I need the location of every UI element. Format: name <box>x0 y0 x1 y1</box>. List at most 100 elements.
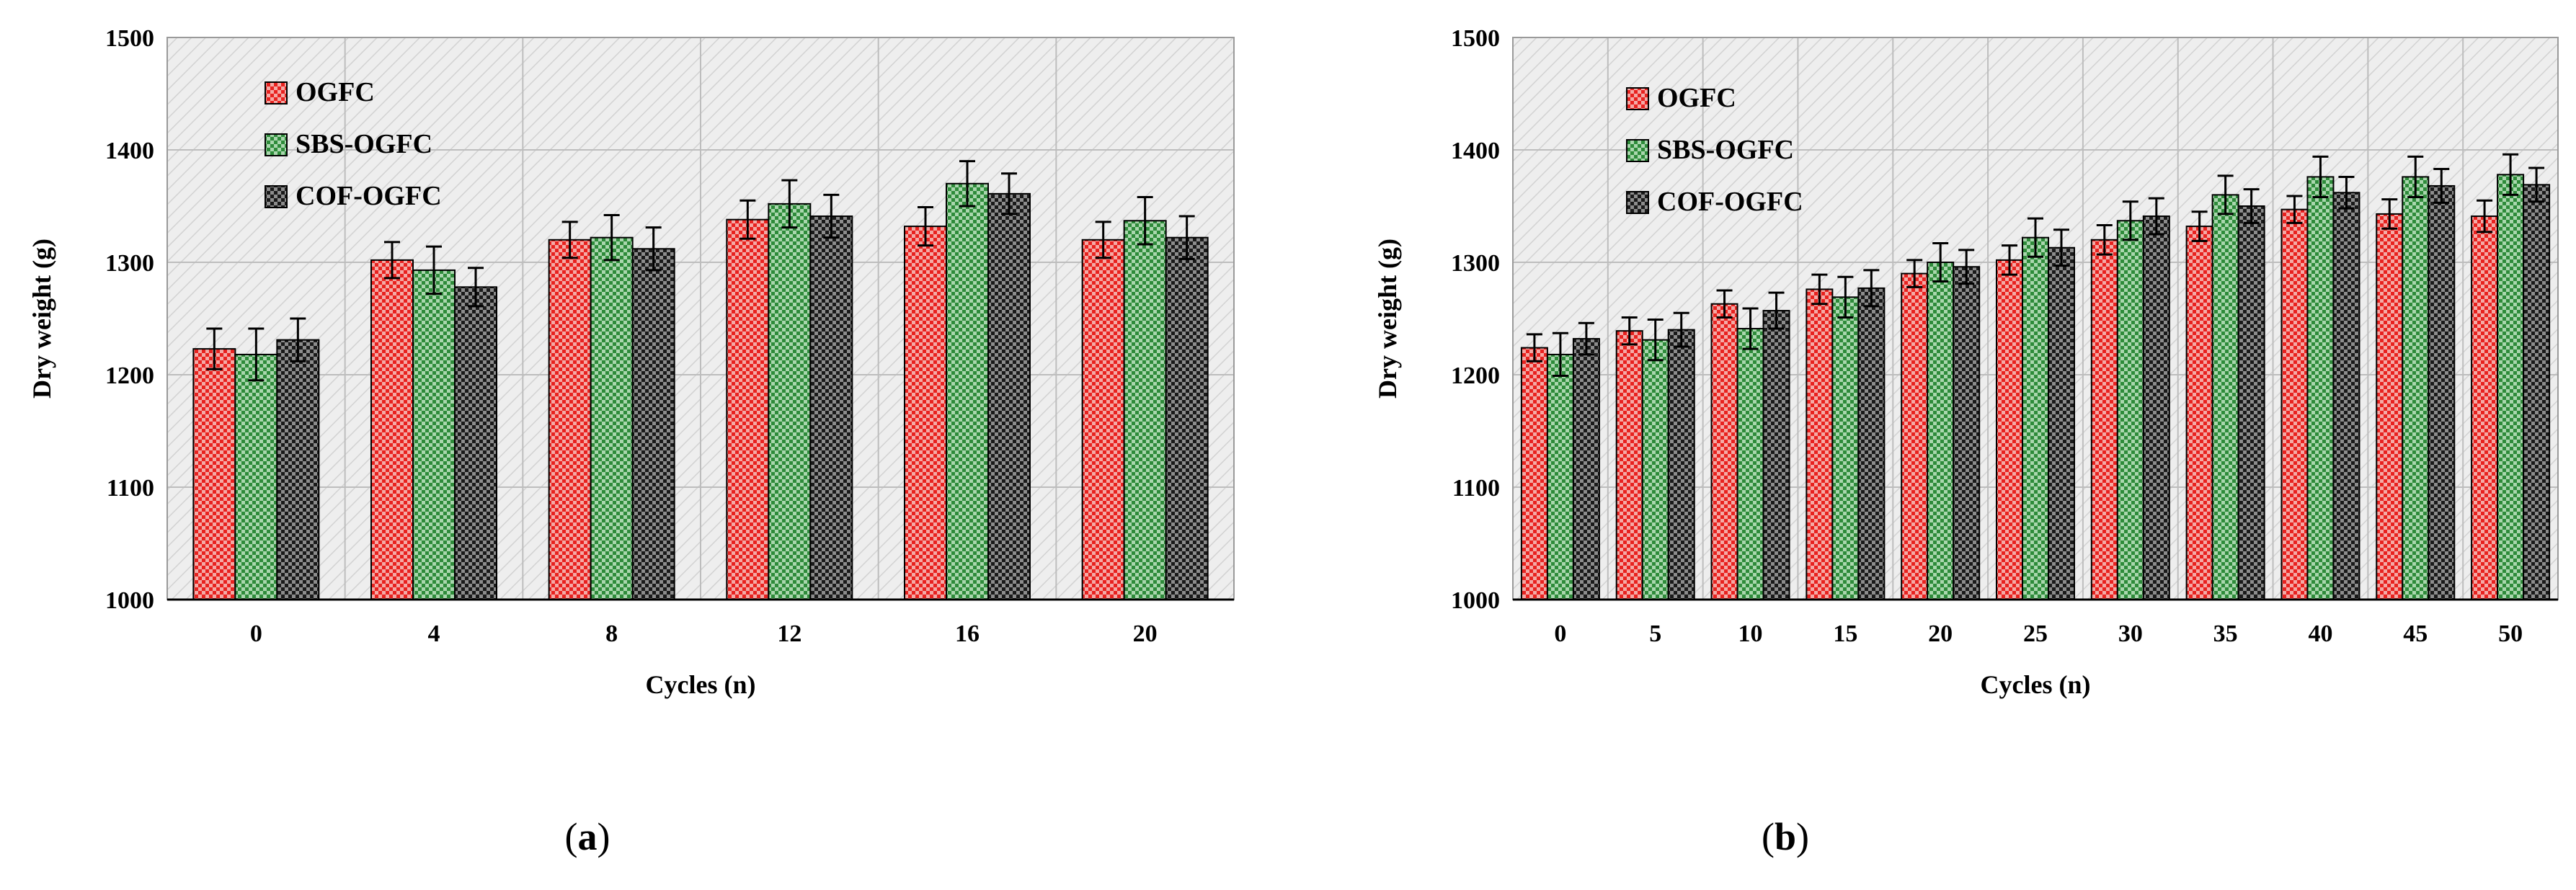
caption-b: (b) <box>1761 815 1809 858</box>
bar-cof-ogfc <box>1165 236 1209 600</box>
bar-sbs-ogfc <box>412 269 456 600</box>
y-tick-label: 1100 <box>1452 475 1500 502</box>
chart-panel-b: 1000 1100 1200 1300 1400 1500 0 5 10 15 20 25 30 35 40… <box>1288 0 2576 890</box>
bar-sbs-ogfc <box>946 182 989 601</box>
error-bar <box>2148 197 2164 236</box>
bar-cof-ogfc <box>2048 246 2075 600</box>
y-tick-label: 1200 <box>1451 362 1500 389</box>
y-tick-label: 1000 <box>1451 587 1500 614</box>
error-bar <box>1647 319 1664 362</box>
x-tick-label: 16 <box>955 620 980 647</box>
x-tick-label: 4 <box>428 620 440 647</box>
error-bar <box>2312 155 2329 199</box>
bar-ogfc <box>2376 213 2404 601</box>
error-bar <box>384 241 400 280</box>
legend-label: COF-OGFC <box>296 181 442 211</box>
legend-swatch-cof-ogfc <box>1626 191 1649 214</box>
error-bar <box>1837 275 1854 319</box>
bar-cof-ogfc <box>2142 215 2170 601</box>
error-bar <box>1863 269 1880 308</box>
error-bar <box>740 199 756 240</box>
x-axis-title: Cycles (n) <box>1981 670 2091 699</box>
error-bar <box>1673 311 1689 348</box>
error-bar <box>2053 228 2069 267</box>
bar-sbs-ogfc <box>2402 176 2430 600</box>
error-bar <box>1621 316 1638 346</box>
bar-sbs-ogfc <box>2022 236 2049 600</box>
bar-sbs-ogfc <box>2497 174 2525 600</box>
legend-swatch-sbs-ogfc <box>265 133 288 156</box>
bar-sbs-ogfc <box>1641 339 1669 600</box>
error-bar <box>1178 215 1195 260</box>
bar-ogfc <box>192 348 236 600</box>
bar-sbs-ogfc <box>1927 262 1955 600</box>
error-bar <box>426 245 442 295</box>
x-tick-label: 50 <box>2498 620 2523 647</box>
error-bar <box>1001 172 1017 215</box>
legend-swatch-ogfc <box>265 81 288 104</box>
x-tick-label: 20 <box>1133 620 1158 647</box>
bar-sbs-ogfc <box>768 203 812 600</box>
error-bar <box>1906 259 1923 288</box>
x-axis-title: Cycles (n) <box>646 670 756 699</box>
error-bar <box>918 206 933 247</box>
error-bar <box>2217 174 2234 215</box>
bar-sbs-ogfc <box>234 353 278 600</box>
x-tick-label: 15 <box>1833 620 1857 647</box>
x-tick-label: 8 <box>605 620 618 647</box>
bar-cof-ogfc <box>1667 329 1695 600</box>
legend-swatch-cof-ogfc <box>265 185 288 208</box>
y-tick-label: 1300 <box>105 250 154 277</box>
legend-label: OGFC <box>296 77 375 107</box>
x-tick-label: 12 <box>777 620 801 647</box>
bar-cof-ogfc <box>1857 287 1886 600</box>
error-bar <box>1768 291 1785 330</box>
error-bar <box>823 193 840 239</box>
error-bar <box>206 327 223 370</box>
y-axis-title: Dry weight (g) <box>1373 239 1402 399</box>
error-bar <box>2528 166 2545 203</box>
error-bar <box>781 179 798 229</box>
bar-cof-ogfc <box>2332 192 2360 600</box>
error-bar <box>645 226 662 272</box>
y-tick-label: 1300 <box>1451 250 1500 277</box>
error-bar <box>561 221 578 259</box>
error-bar <box>2407 155 2424 199</box>
bar-sbs-ogfc <box>2116 220 2144 600</box>
bar-ogfc <box>1901 272 1929 600</box>
bar-cof-ogfc <box>809 215 853 601</box>
y-tick-label: 1400 <box>1451 138 1500 164</box>
error-bar <box>2096 224 2113 256</box>
chart-a: 1000 1100 1200 1300 1400 1500 0 4 8 12 16 20 Cycles … <box>27 25 1235 699</box>
error-bar <box>1526 333 1542 362</box>
error-bar <box>1716 289 1733 319</box>
y-tick-label: 1500 <box>105 25 154 52</box>
error-bar <box>2028 217 2043 258</box>
bar-ogfc <box>2471 215 2499 601</box>
error-bar <box>959 160 975 208</box>
caption-a: (a) <box>564 815 610 858</box>
y-tick-label: 1500 <box>1451 25 1500 52</box>
error-bar <box>468 267 484 308</box>
legend-label: SBS-OGFC <box>1657 135 1794 165</box>
x-tick-label: 20 <box>1928 620 1953 647</box>
error-bar <box>290 317 306 362</box>
error-bar <box>1578 321 1594 356</box>
error-bar <box>2286 195 2303 224</box>
y-tick-label: 1400 <box>105 138 154 164</box>
bar-sbs-ogfc <box>2211 194 2239 600</box>
x-tick-label: 0 <box>1554 620 1566 647</box>
x-tick-label: 45 <box>2403 620 2428 647</box>
bar-cof-ogfc <box>454 286 497 600</box>
error-bar <box>2243 188 2260 224</box>
error-bar <box>2338 175 2355 210</box>
bar-sbs-ogfc <box>1546 353 1574 600</box>
error-bar <box>2002 244 2017 276</box>
legend-swatch-ogfc <box>1626 87 1649 110</box>
x-tick-label: 25 <box>2023 620 2048 647</box>
chart-b: 1000 1100 1200 1300 1400 1500 0 5 10 15 20 25 30 35 40… <box>1373 25 2559 699</box>
legend-label: SBS-OGFC <box>296 129 432 159</box>
x-tick-label: 0 <box>250 620 262 647</box>
bar-sbs-ogfc <box>1736 328 1764 600</box>
error-bar <box>2502 153 2519 196</box>
